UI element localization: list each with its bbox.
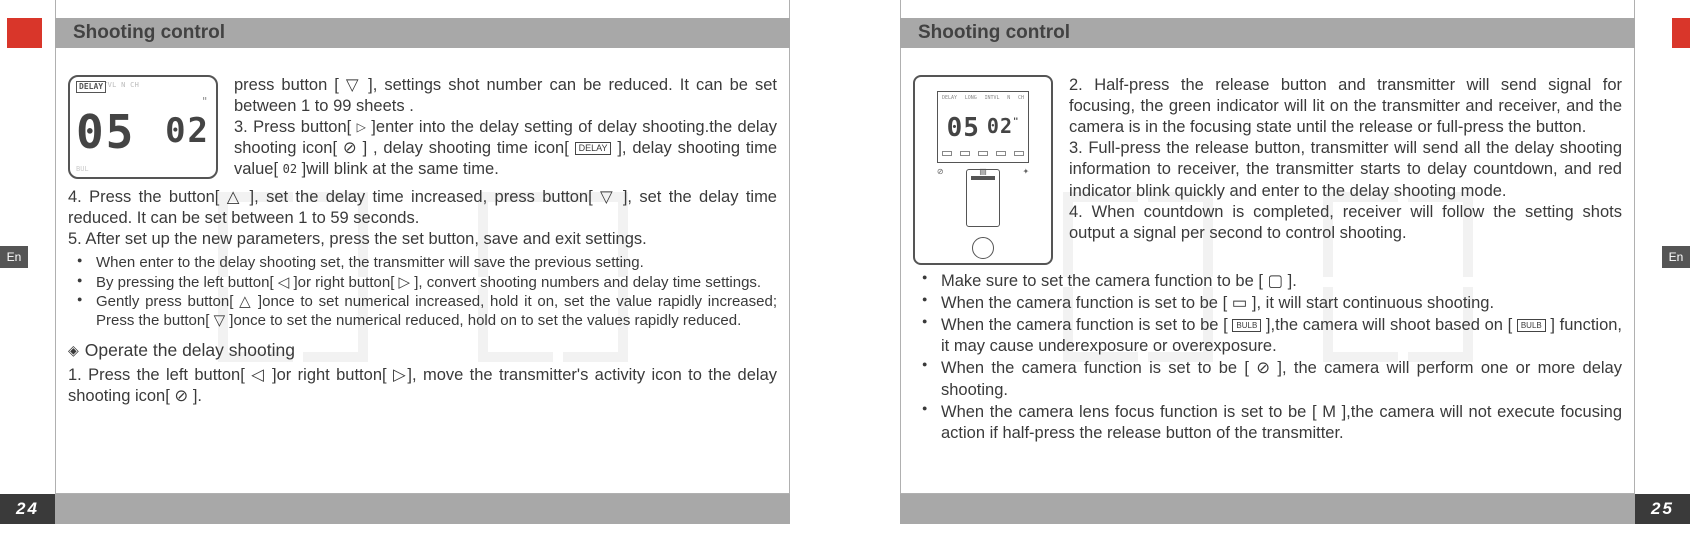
page-right: Shooting control En DELAYLONGINTVLNCH 05…	[845, 0, 1690, 534]
lcd-illus-left: ONG INTVL N CH DELAY " 05 02 BUL	[68, 75, 218, 179]
lang-tab-left: En	[0, 246, 28, 268]
right-bullet-1: Make sure to set the camera function to …	[913, 271, 1622, 292]
red-accent-right	[1672, 18, 1690, 48]
val-box-icon: 02	[283, 162, 297, 176]
left-p1: press button [ ▽ ], settings shot number…	[234, 75, 777, 117]
header-right: Shooting control	[900, 18, 1635, 48]
left-subhead: Operate the delay shooting	[68, 339, 777, 361]
body-left: ONG INTVL N CH DELAY " 05 02 BUL press b…	[68, 75, 777, 407]
manual-spread: Shooting control En ONG INTVL N CH DELAY…	[0, 0, 1690, 534]
page-num-left-text: 24	[16, 499, 39, 519]
right-bullet-2: When the camera function is set to be [ …	[913, 293, 1622, 314]
right-tri-icon: ▷	[357, 120, 366, 135]
lcd2-labels: DELAYLONGINTVLNCH	[942, 95, 1024, 101]
left-p2a: 3. Press button[	[234, 118, 357, 136]
lang-tab-right-text: En	[1669, 250, 1684, 264]
right-p2: 3. Full-press the release button, transm…	[1069, 138, 1622, 201]
left-bullet-1: When enter to the delay shooting set, th…	[68, 254, 777, 273]
body-right: DELAYLONGINTVLNCH 05 02" ⊘▤✦ 2. Half-pre…	[913, 75, 1622, 452]
lang-tab-right: En	[1662, 246, 1690, 268]
right-bullet-4: When the camera function is set to be [ …	[913, 358, 1622, 400]
bulb-icon-2: BULB	[1517, 319, 1546, 332]
lcd2-screen: DELAYLONGINTVLNCH 05 02"	[937, 91, 1029, 163]
left-bullet-3: Gently press button[ △ ]once to set nume…	[68, 293, 777, 331]
page-num-right: 25	[1635, 494, 1690, 524]
lcd-delay-label: DELAY	[76, 81, 106, 93]
red-accent-left	[7, 18, 42, 48]
header-left-title: Shooting control	[73, 22, 225, 44]
right-bullets: Make sure to set the camera function to …	[913, 271, 1622, 444]
left-p2: 3. Press button[ ▷ ]enter into the delay…	[234, 117, 777, 180]
lcd2-dot	[972, 237, 994, 259]
lcd-illus-right: DELAYLONGINTVLNCH 05 02" ⊘▤✦	[913, 75, 1053, 265]
page-num-right-text: 25	[1651, 499, 1674, 519]
page-left: Shooting control En ONG INTVL N CH DELAY…	[0, 0, 845, 534]
right-para-block1: 2. Half-press the release button and tra…	[1069, 75, 1622, 265]
left-p4: 5. After set up the new parameters, pres…	[68, 229, 777, 250]
header-right-title: Shooting control	[918, 22, 1070, 44]
lcd2-boxes	[942, 151, 1024, 156]
page-num-left: 24	[0, 494, 55, 524]
left-para-block1: press button [ ▽ ], settings shot number…	[234, 75, 777, 181]
right-row1: DELAYLONGINTVLNCH 05 02" ⊘▤✦ 2. Half-pre…	[913, 75, 1622, 265]
right-bullet-5: When the camera lens focus function is s…	[913, 402, 1622, 444]
left-p5: 1. Press the left button[ ◁ ]or right bu…	[68, 365, 777, 407]
left-row1: ONG INTVL N CH DELAY " 05 02 BUL press b…	[68, 75, 777, 181]
bulb-icon-1: BULB	[1232, 319, 1261, 332]
lcd2-digits: 05 02"	[938, 112, 1028, 145]
left-bullets: When enter to the delay shooting set, th…	[68, 254, 777, 331]
header-left: Shooting control	[55, 18, 790, 48]
footer-bar-right	[900, 494, 1635, 524]
right-p1: 2. Half-press the release button and tra…	[1069, 75, 1622, 138]
right-bullet-3: When the camera function is set to be [ …	[913, 315, 1622, 357]
left-p3: 4. Press the button[ △ ], set the delay …	[68, 187, 777, 229]
lcd-bottom: BUL	[76, 165, 89, 174]
lcd2-stand	[966, 169, 1000, 227]
lcd-digits: 05 02	[70, 103, 216, 162]
left-subhead-text: Operate the delay shooting	[85, 340, 295, 360]
footer-bar-left	[55, 494, 790, 524]
left-p2d: ]will blink at the same time.	[297, 160, 499, 178]
lang-tab-left-text: En	[7, 250, 22, 264]
left-bullet-2: By pressing the left button[ ◁ ]or right…	[68, 274, 777, 293]
delay-box-icon: DELAY	[575, 142, 612, 155]
right-p3: 4. When countdown is completed, receiver…	[1069, 202, 1622, 244]
